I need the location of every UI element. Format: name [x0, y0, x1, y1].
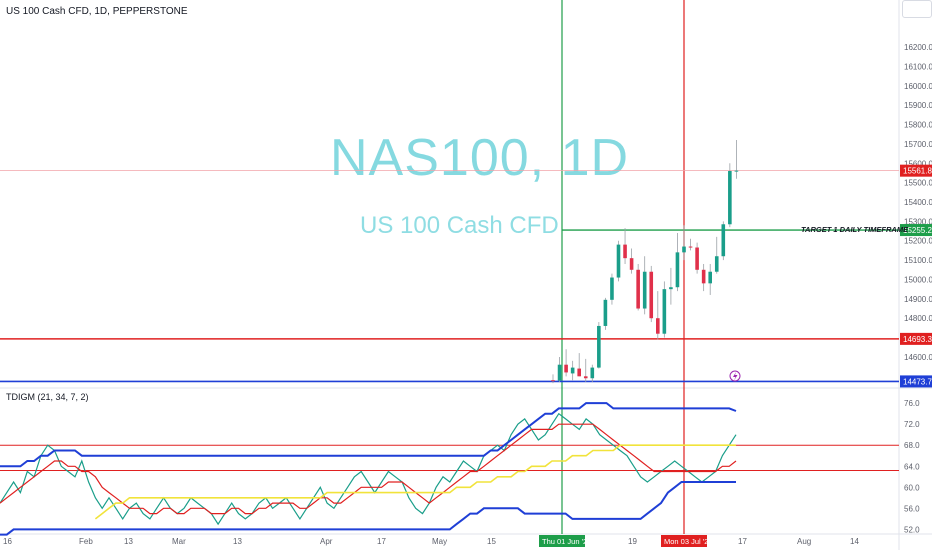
time-tick-label: Apr: [320, 537, 333, 546]
price-tick-label: 15700.0: [904, 140, 932, 149]
candle-body: [616, 244, 621, 278]
time-highlight-tag: [539, 535, 585, 547]
indicator-tick-label: 52.0: [904, 525, 920, 534]
level-price-label-green: 15255.2: [903, 226, 932, 235]
candle-body: [623, 244, 627, 259]
candle-body: [564, 364, 568, 373]
candle-body: [649, 271, 654, 319]
time-tick-label: 16: [3, 537, 12, 546]
level-price-label-blue: 14473.7: [903, 377, 932, 386]
candle-body: [714, 256, 719, 272]
last-price-tag: [900, 164, 932, 177]
candle-body: [583, 376, 588, 379]
indicator-tick-label: 68.0: [904, 441, 920, 450]
indicator-label: TDIGM (21, 34, 7, 2): [6, 392, 89, 402]
time-tick-label: 15: [487, 537, 496, 546]
candle-body: [603, 299, 608, 326]
candle-body: [701, 269, 706, 284]
price-tick-label: 14800.0: [904, 314, 932, 323]
candle-body: [728, 171, 732, 225]
price-tick-label: 15900.0: [904, 101, 932, 110]
price-tick-label: 15000.0: [904, 275, 932, 284]
watermark-main: NAS100, 1D: [330, 129, 630, 187]
time-tick-label: 19: [628, 537, 637, 546]
candle-body: [570, 367, 575, 374]
indicator-tick-label: 76.0: [904, 399, 920, 408]
time-tick-label: 17: [738, 537, 747, 546]
time-tick-label: Aug: [797, 537, 811, 546]
candle-body: [577, 368, 581, 377]
lightning-icon-bolt: [733, 372, 738, 381]
time-tick-label: Feb: [79, 537, 93, 546]
time-tick-label: 13: [124, 537, 133, 546]
price-tick-label: 15600.0: [904, 159, 932, 168]
candle-body: [557, 364, 562, 381]
level-price-tag-green: [900, 224, 932, 237]
price-tick-label: 15200.0: [904, 237, 932, 246]
watermark-sub: US 100 Cash CFD: [360, 212, 559, 239]
price-tick-label: 15100.0: [904, 256, 932, 265]
indicator-tick-label: 64.0: [904, 462, 920, 471]
candle-body: [688, 246, 693, 248]
price-tick-label: 15500.0: [904, 179, 932, 188]
candle-body: [682, 246, 686, 253]
symbol-header: US 100 Cash CFD, 1D, PEPPERSTONE: [6, 6, 188, 17]
candle-body: [590, 367, 595, 379]
price-tick-label: 14600.0: [904, 353, 932, 362]
time-highlight-tag: [661, 535, 707, 547]
candle-body: [708, 271, 712, 284]
candle-body: [642, 271, 647, 309]
price-tick-label: 16200.0: [904, 43, 932, 52]
time-highlight-label: Thu 01 Jun '23: [542, 537, 591, 546]
price-tick-label: 16100.0: [904, 62, 932, 71]
time-highlight-label: Mon 03 Jul '23: [664, 537, 713, 546]
indicator-series-blue-3: [0, 402, 737, 468]
level-price-tag-blue: [900, 375, 932, 388]
lightning-icon: [729, 370, 741, 382]
time-tick-label: 13: [233, 537, 242, 546]
candle-body: [734, 170, 739, 172]
candle-body: [675, 252, 680, 288]
indicator-tick-label: 56.0: [904, 504, 920, 513]
level-price-label-red: 14693.3: [903, 335, 932, 344]
candle-body: [551, 380, 555, 382]
candle-body: [662, 289, 667, 334]
level-price-tag-red: [900, 332, 932, 345]
candle-body: [695, 247, 699, 270]
price-tick-label: 16000.0: [904, 82, 932, 91]
indicator-series-blue-4: [0, 481, 736, 536]
price-tick-label: 15300.0: [904, 217, 932, 226]
candle-body: [656, 318, 660, 334]
indicator-tick-label: 72.0: [904, 420, 920, 429]
candle-body: [629, 258, 634, 270]
price-tick-label: 15800.0: [904, 121, 932, 130]
candle-body: [597, 325, 601, 368]
price-tick-label: 14900.0: [904, 295, 932, 304]
last-price-label: 15561.8: [903, 167, 932, 176]
indicator-series-yellow-2: [94, 444, 736, 520]
candle-body: [636, 269, 640, 309]
time-tick-label: Mar: [172, 537, 186, 546]
indicator-series-bull-0: [0, 412, 737, 526]
candle-body: [721, 224, 726, 257]
price-tick-label: 15400.0: [904, 198, 932, 207]
candle-body: [669, 287, 673, 290]
candle-body: [610, 277, 614, 300]
time-tick-label: 17: [377, 537, 386, 546]
time-tick-label: May: [432, 537, 447, 546]
time-tick-label: 14: [850, 537, 859, 546]
indicator-tick-label: 60.0: [904, 483, 920, 492]
target-annotation: TARGET 1 DAILY TIMEFRAME: [801, 225, 909, 234]
